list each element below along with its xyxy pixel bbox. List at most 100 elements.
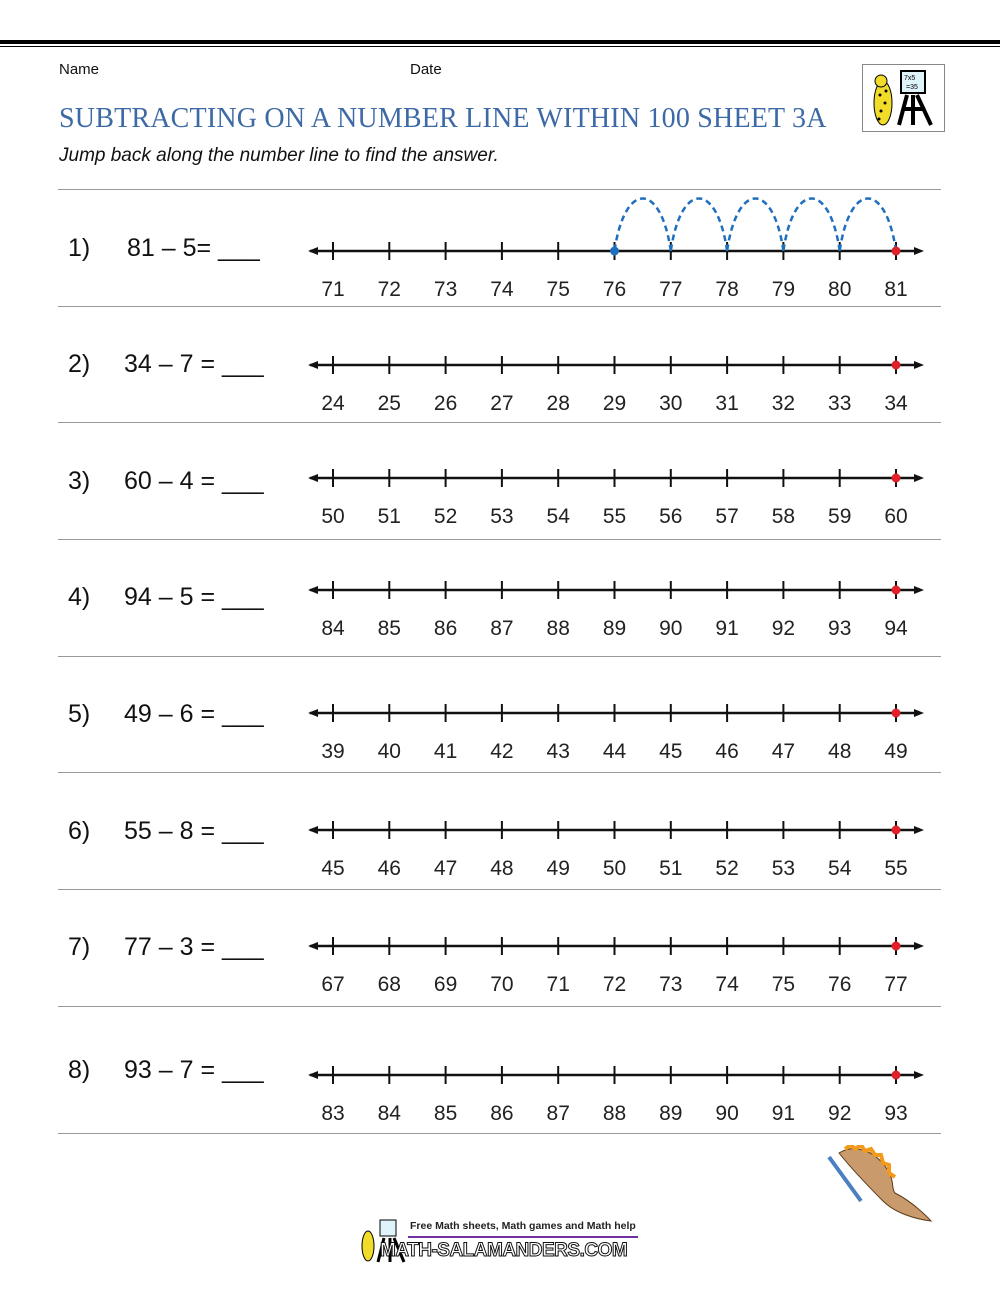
jump-arc <box>782 197 841 252</box>
tick-label: 72 <box>603 973 626 996</box>
divider <box>58 189 941 190</box>
footer-divider <box>408 1236 638 1238</box>
tick-label: 76 <box>603 278 626 301</box>
tick-label: 42 <box>490 740 513 763</box>
tick-label: 90 <box>659 617 682 640</box>
arrow-left-icon <box>308 942 318 950</box>
problem-number: 2) <box>68 350 91 378</box>
tick-label: 76 <box>828 973 851 996</box>
start-dot <box>891 1070 901 1080</box>
tick-label: 51 <box>378 505 401 528</box>
tick-label: 88 <box>547 617 570 640</box>
instruction: Jump back along the number line to find … <box>59 145 499 166</box>
tick-label: 84 <box>321 617 345 640</box>
tick-label: 58 <box>772 505 795 528</box>
tick-label: 55 <box>884 857 907 880</box>
problem-number: 5) <box>68 700 91 728</box>
tick-label: 71 <box>547 973 570 996</box>
tick-label: 45 <box>321 857 344 880</box>
tick-label: 78 <box>715 278 738 301</box>
tick-label: 91 <box>715 617 738 640</box>
tick-label: 75 <box>547 278 570 301</box>
tick-label: 41 <box>434 740 457 763</box>
top-border-thin <box>0 46 1000 47</box>
tick-label: 54 <box>547 505 571 528</box>
divider <box>58 539 941 540</box>
tick-label: 32 <box>772 392 795 415</box>
problem-expression: 93 – 7 = ___ <box>124 1056 264 1084</box>
start-dot <box>891 941 901 951</box>
tick-label: 47 <box>772 740 795 763</box>
arrow-right-icon <box>914 474 924 482</box>
tick-label: 57 <box>715 505 738 528</box>
tick-label: 90 <box>715 1102 738 1125</box>
arrow-left-icon <box>308 826 318 834</box>
jump-arc <box>725 197 785 252</box>
tick-label: 84 <box>378 1102 402 1125</box>
divider <box>58 1006 941 1007</box>
arrow-right-icon <box>914 586 924 594</box>
answer-dot <box>610 246 619 256</box>
tick-label: 92 <box>772 617 795 640</box>
problem-expression: 34 – 7 = ___ <box>124 350 264 378</box>
tick-label: 73 <box>434 278 457 301</box>
problem-number: 6) <box>68 817 91 845</box>
tick-label: 48 <box>828 740 851 763</box>
arrow-left-icon <box>308 474 318 482</box>
svg-text:7x5: 7x5 <box>904 75 915 82</box>
tick-label: 74 <box>490 278 514 301</box>
tick-label: 28 <box>547 392 570 415</box>
tick-label: 33 <box>828 392 851 415</box>
page-title: SUBTRACTING ON A NUMBER LINE WITHIN 100 … <box>59 103 827 134</box>
tick-label: 31 <box>715 392 738 415</box>
arrow-right-icon <box>914 826 924 834</box>
arrow-left-icon <box>308 1071 318 1079</box>
tick-label: 70 <box>490 973 513 996</box>
tick-label: 86 <box>434 617 457 640</box>
tick-label: 59 <box>828 505 851 528</box>
start-dot <box>891 825 901 835</box>
start-dot <box>891 708 901 718</box>
tick-label: 26 <box>434 392 457 415</box>
problem-expression: 94 – 5 = ___ <box>124 583 264 611</box>
problem-expression: 49 – 6 = ___ <box>124 700 264 728</box>
tick-label: 85 <box>378 617 401 640</box>
logo-salamander-icon: 7x5 =35 <box>862 64 945 132</box>
date-label: Date <box>410 61 442 78</box>
arrow-right-icon <box>914 709 924 717</box>
problem-number: 4) <box>68 583 91 611</box>
tick-label: 72 <box>378 278 401 301</box>
tick-label: 46 <box>715 740 738 763</box>
arrow-left-icon <box>308 361 318 369</box>
jump-arc <box>613 197 673 252</box>
footer-tagline: Free Math sheets, Math games and Math he… <box>410 1220 636 1232</box>
tick-label: 49 <box>547 857 570 880</box>
problem-expression: 60 – 4 = ___ <box>124 467 264 495</box>
tick-label: 53 <box>772 857 795 880</box>
tick-label: 74 <box>715 973 739 996</box>
salamander-pencil-icon <box>825 1142 935 1230</box>
divider <box>58 889 941 890</box>
tick-label: 27 <box>490 392 513 415</box>
name-label: Name <box>59 61 100 78</box>
problem-expression: 77 – 3 = ___ <box>124 933 264 961</box>
arrow-left-icon <box>308 247 318 255</box>
tick-label: 39 <box>321 740 344 763</box>
tick-label: 49 <box>884 740 907 763</box>
tick-label: 80 <box>828 278 851 301</box>
divider <box>58 656 941 657</box>
tick-label: 71 <box>321 278 344 301</box>
tick-label: 48 <box>490 857 513 880</box>
tick-label: 94 <box>884 617 908 640</box>
tick-label: 50 <box>603 857 626 880</box>
svg-text:=35: =35 <box>906 84 918 91</box>
tick-label: 50 <box>321 505 344 528</box>
tick-label: 81 <box>884 278 907 301</box>
tick-label: 73 <box>659 973 682 996</box>
tick-label: 77 <box>884 973 907 996</box>
tick-label: 88 <box>603 1102 626 1125</box>
tick-label: 56 <box>659 505 682 528</box>
divider <box>58 306 941 307</box>
tick-label: 75 <box>772 973 795 996</box>
